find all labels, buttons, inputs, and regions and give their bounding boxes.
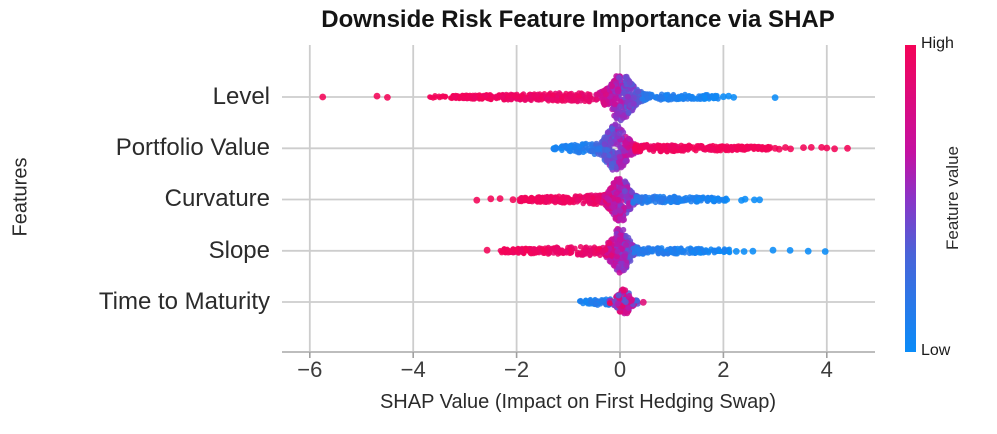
x-tick-label: −2 — [504, 357, 530, 382]
feature-label-slope: Slope — [208, 237, 270, 264]
x-tick-label: 4 — [820, 357, 833, 382]
x-tick-label: −4 — [400, 357, 426, 382]
colorbar-low-label: Low — [921, 341, 951, 359]
x-tick-label: 2 — [717, 357, 730, 382]
feature-label-time-to-maturity: Time to Maturity — [98, 288, 270, 315]
chart-title: Downside Risk Feature Importance via SHA… — [321, 6, 835, 33]
feature-label-curvature: Curvature — [164, 185, 270, 212]
x-axis — [282, 351, 875, 358]
colorbar-title: Feature value — [943, 146, 962, 250]
x-tick-label: −6 — [297, 357, 323, 382]
colorbar-high-label: High — [921, 35, 954, 53]
feature-label-portfolio-value: Portfolio Value — [115, 134, 270, 161]
feature-label-level: Level — [212, 83, 270, 110]
x-tick-label: 0 — [613, 357, 627, 382]
beeswarm-points — [319, 73, 851, 317]
feature-value-colorbar — [905, 45, 916, 352]
x-axis-label: SHAP Value (Impact on First Hedging Swap… — [379, 391, 777, 413]
